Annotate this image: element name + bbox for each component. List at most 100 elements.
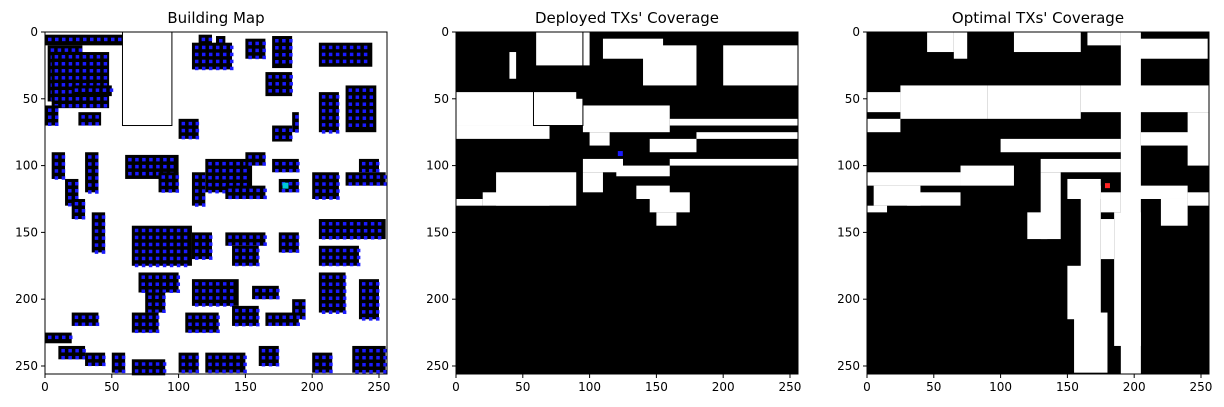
candidate-point: [296, 322, 300, 327]
candidate-point: [195, 362, 200, 367]
candidate-point: [183, 235, 188, 240]
y-tick-label: 250: [15, 359, 38, 373]
candidate-point: [169, 235, 174, 240]
candidate-point: [321, 130, 326, 134]
candidate-point: [328, 59, 333, 64]
candidate-point: [369, 348, 373, 353]
candidate-point: [96, 104, 101, 108]
candidate-point: [90, 37, 94, 42]
candidate-point: [229, 282, 234, 286]
candidate-point: [282, 322, 286, 327]
coverage-region: [696, 132, 798, 139]
candidate-point: [201, 37, 206, 42]
candidate-point: [168, 175, 173, 179]
candidate-point: [288, 181, 293, 186]
candidate-point: [194, 303, 199, 307]
candidate-point: [363, 222, 368, 226]
candidate-point: [148, 242, 153, 247]
candidate-point: [328, 275, 333, 279]
candidate-point: [208, 289, 213, 293]
candidate-point: [256, 315, 260, 320]
candidate-point: [255, 55, 259, 60]
candidate-point: [55, 122, 59, 126]
candidate-point: [335, 303, 340, 307]
candidate-point: [328, 102, 333, 106]
candidate-point: [169, 275, 174, 279]
candidate-point: [148, 302, 152, 307]
candidate-point: [236, 161, 240, 166]
coverage-region: [1013, 32, 1081, 53]
x-tick-label: 50: [515, 380, 530, 394]
candidate-point: [95, 355, 99, 360]
candidate-point: [328, 123, 333, 127]
coverage-region: [1067, 265, 1088, 320]
candidate-point: [201, 242, 206, 246]
candidate-point: [302, 316, 306, 320]
candidate-point: [95, 176, 99, 180]
candidate-point: [335, 282, 340, 286]
candidate-point: [242, 235, 246, 239]
candidate-point: [355, 175, 360, 179]
candidate-point: [194, 59, 199, 64]
candidate-point: [282, 89, 286, 93]
candidate-point: [208, 235, 213, 239]
candidate-point: [229, 161, 233, 166]
coverage-region: [649, 138, 697, 153]
x-tick-label: 250: [1190, 380, 1213, 394]
candidate-point: [269, 295, 273, 300]
candidate-point: [289, 75, 293, 79]
candidate-point: [275, 46, 279, 50]
candidate-point: [362, 102, 367, 106]
candidate-point: [321, 229, 326, 233]
candidate-point: [61, 55, 66, 59]
candidate-point: [328, 303, 333, 307]
candidate-point: [176, 235, 181, 240]
y-tick-label: 0: [30, 25, 38, 39]
candidate-point: [55, 108, 59, 112]
candidate-point: [48, 108, 52, 112]
candidate-point: [208, 242, 213, 246]
y-tick-label: 0: [441, 25, 449, 39]
candidate-point: [175, 182, 180, 186]
axes-frame: [44, 31, 388, 375]
candidate-point: [369, 102, 374, 106]
chart-title: Deployed TXs' Coverage: [535, 9, 719, 27]
candidate-point: [335, 45, 340, 50]
candidate-point: [282, 46, 286, 50]
candidate-point: [162, 228, 167, 233]
candidate-point: [348, 95, 353, 99]
candidate-point: [176, 282, 181, 286]
candidate-point: [335, 262, 340, 267]
candidate-point: [236, 182, 240, 187]
candidate-point: [321, 310, 326, 314]
candidate-point: [229, 168, 233, 173]
candidate-point: [349, 59, 354, 64]
candidate-point: [148, 263, 153, 268]
candidate-point: [328, 45, 333, 50]
candidate-point: [162, 289, 167, 293]
coverage-region: [589, 132, 610, 146]
candidate-point: [348, 123, 353, 127]
candidate-point: [355, 109, 360, 113]
candidate-point: [349, 45, 354, 50]
candidate-point: [141, 362, 146, 366]
candidate-point: [288, 249, 293, 253]
candidate-point: [329, 196, 333, 200]
candidate-point: [295, 129, 299, 133]
panel-optimal-coverage: Optimal TXs' Coverage 0 50 100 150 200 250050…: [837, 9, 1212, 394]
candidate-point: [83, 37, 87, 42]
candidate-point: [363, 59, 368, 64]
candidate-point: [376, 348, 380, 353]
axes-frame: [866, 31, 1210, 375]
candidate-point: [81, 115, 85, 119]
candidate-point: [289, 39, 293, 43]
candidate-point: [295, 302, 299, 306]
candidate-point: [81, 201, 86, 206]
candidate-point: [208, 45, 213, 50]
candidate-point: [114, 362, 119, 367]
candidate-point: [222, 355, 226, 360]
coverage-region: [582, 105, 670, 133]
candidate-point: [255, 162, 259, 166]
candidate-point: [195, 315, 199, 320]
